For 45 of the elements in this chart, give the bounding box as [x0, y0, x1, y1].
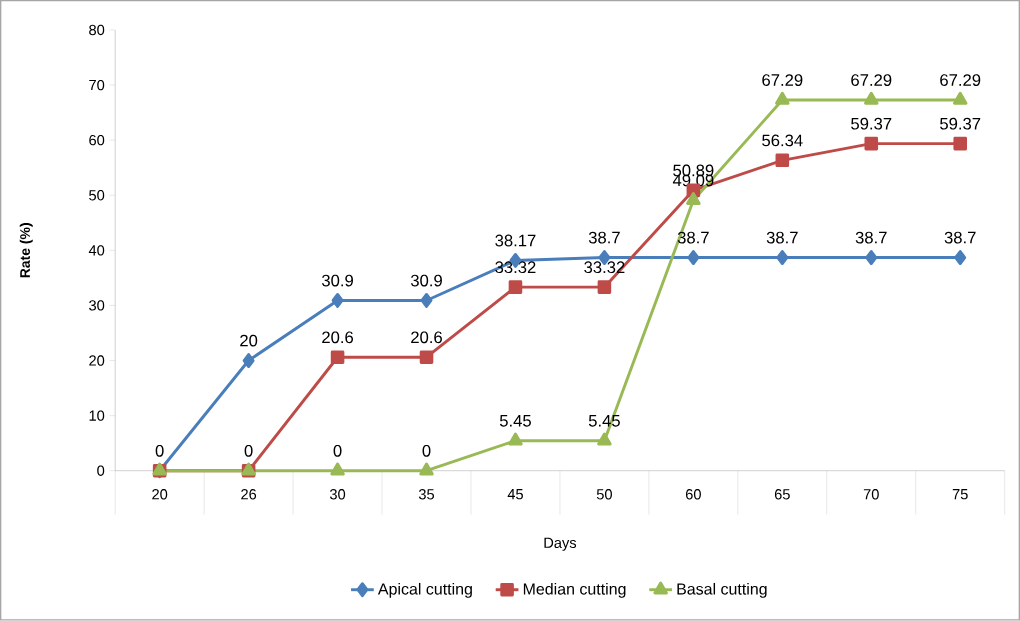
- y-tick-label: 60: [89, 135, 105, 146]
- data-label: 20: [240, 334, 258, 347]
- x-tick-label: 35: [418, 489, 435, 500]
- y-tick-label: 50: [89, 190, 105, 201]
- y-axis-title: Rate (%): [19, 223, 33, 278]
- x-tick-label: 20: [152, 489, 168, 500]
- data-label: 0: [333, 445, 342, 457]
- y-tick-label: 80: [89, 25, 105, 36]
- data-label: 0: [422, 445, 431, 457]
- data-label: 59.37: [851, 118, 892, 130]
- data-label: 38.7: [766, 231, 798, 244]
- data-label: 30.9: [410, 274, 442, 287]
- x-tick-label: 75: [952, 489, 968, 500]
- data-label: 20.6: [411, 331, 442, 344]
- data-label: 30.9: [321, 274, 353, 287]
- data-label: 56.34: [762, 134, 803, 147]
- data-label: 0: [244, 445, 253, 457]
- x-tick-label: 30: [329, 489, 346, 500]
- legend-label: Apical cutting: [377, 583, 472, 599]
- data-label: 38.7: [855, 231, 887, 244]
- y-tick-label: 0: [97, 465, 105, 477]
- x-tick-label: 60: [685, 489, 701, 500]
- legend-label: Basal cutting: [677, 583, 767, 599]
- legend-label: Median cutting: [523, 583, 626, 599]
- x-tick-label: 45: [507, 489, 523, 500]
- x-tick-label: 70: [863, 489, 879, 500]
- x-tick-label: 50: [596, 489, 612, 500]
- data-label: 67.29: [851, 74, 892, 87]
- x-axis-title: Days: [544, 538, 577, 552]
- data-label: 67.29: [762, 74, 803, 87]
- y-tick-label: 70: [89, 80, 105, 91]
- y-tick-label: 30: [89, 300, 105, 311]
- x-tick-label: 65: [774, 489, 790, 500]
- data-label: 38.7: [588, 231, 620, 244]
- data-label: 67.29: [940, 74, 981, 87]
- y-tick-label: 40: [88, 245, 105, 256]
- data-label: 0: [155, 445, 164, 457]
- y-tick-label: 20: [89, 355, 105, 366]
- data-label: 20.6: [322, 331, 354, 344]
- data-label: 5.45: [499, 415, 531, 427]
- x-tick-label: 26: [241, 489, 257, 500]
- data-label: 59.37: [940, 118, 981, 130]
- data-label: 38.7: [944, 231, 976, 244]
- data-label: 38.17: [495, 234, 536, 247]
- y-tick-label: 10: [89, 410, 105, 422]
